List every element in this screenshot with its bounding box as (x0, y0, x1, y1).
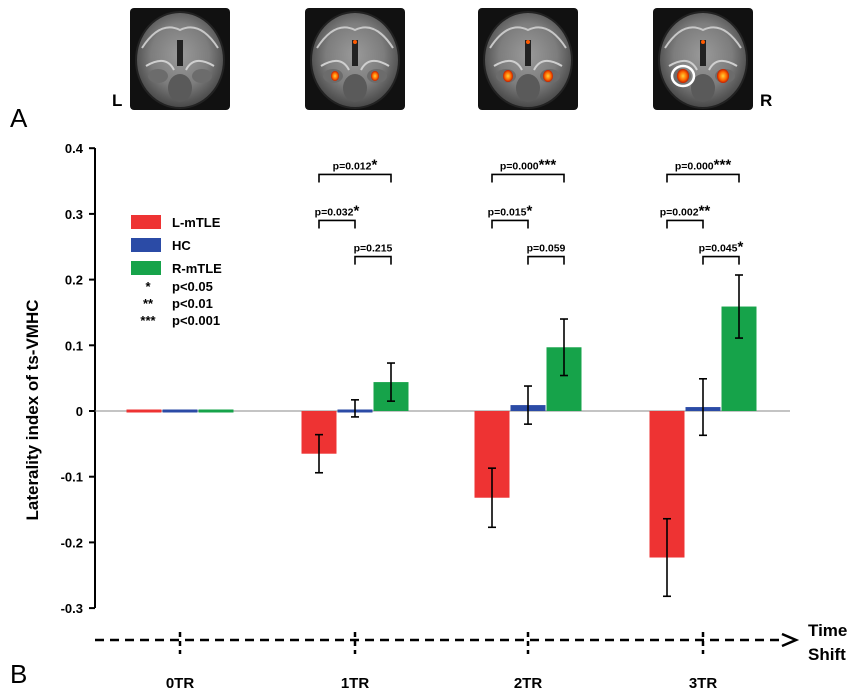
bar-chart: -0.3 -0.2 -0.1 0 0.1 0.2 0.3 0.4 p=0.012* p=0.03… (61, 141, 800, 692)
legend-label: L-mTLE (172, 215, 221, 230)
brain-left-label: L (112, 91, 122, 110)
y-axis: -0.3 -0.2 -0.1 0 0.1 0.2 0.3 0.4 (61, 141, 96, 616)
error-bar (735, 274, 743, 339)
x-axis-title-line2: Shift (808, 645, 846, 664)
brain-slice-2 (478, 8, 578, 110)
significance-bracket: p=0.059 (527, 243, 566, 265)
error-bar (488, 467, 496, 529)
significance-bracket: p=0.032* (315, 202, 360, 229)
legend-swatch (131, 238, 161, 252)
y-tick-label: 0.3 (65, 207, 83, 222)
y-axis-title: Laterality index of ts-VMHC (23, 299, 42, 520)
legend-swatch (131, 215, 161, 229)
legend-item-l-mtle: L-mTLE (131, 215, 221, 230)
significance-threshold: p<0.05 (172, 279, 213, 294)
p-value-label: p=0.000*** (675, 156, 732, 173)
p-value-label: p=0.215 (354, 243, 393, 255)
significance-legend-item: * p<0.05 (145, 279, 212, 294)
x-tick-label: 1TR (341, 675, 370, 692)
significance-annotations: p=0.012* p=0.032* p=0.215 p=0.000*** p=0.015… (315, 156, 744, 265)
y-tick-label: 0 (76, 404, 83, 419)
significance-bracket: p=0.215 (354, 243, 393, 265)
y-tick-label: 0.2 (65, 273, 83, 288)
brain-slice-1 (305, 8, 405, 110)
significance-bracket: p=0.012* (318, 156, 392, 183)
error-bar (524, 385, 532, 425)
legend-label: R-mTLE (172, 261, 222, 276)
brain-slice-3 (653, 8, 753, 110)
brain-right-label: R (760, 91, 772, 110)
y-tick-label: -0.2 (61, 535, 83, 550)
bars-group (126, 306, 757, 558)
significance-legend-item: ** p<0.01 (143, 296, 213, 311)
significance-threshold: p<0.001 (172, 313, 220, 328)
error-bars-group (315, 274, 743, 598)
bar-r-mtle-0tr (198, 409, 234, 413)
x-axis-arrow (781, 632, 800, 648)
significance-threshold: p<0.01 (172, 296, 213, 311)
significance-bracket: p=0.015* (488, 202, 533, 229)
p-value-label: p=0.045* (699, 239, 744, 256)
highlight-circle (670, 64, 696, 88)
brain-slices-row (130, 8, 753, 110)
significance-stars: *** (140, 313, 156, 328)
significance-legend-item: *** p<0.001 (140, 313, 220, 328)
significance-bracket: p=0.000*** (491, 156, 565, 183)
legend-swatch (131, 261, 161, 275)
error-bar (699, 378, 707, 437)
error-bar (351, 399, 359, 418)
error-bar (315, 433, 323, 474)
p-value-label: p=0.032* (315, 202, 360, 219)
error-bar (663, 517, 671, 598)
x-axis-title-line1: Time (808, 621, 847, 640)
error-bar (387, 362, 395, 402)
p-value-label: p=0.002** (660, 202, 711, 219)
significance-bracket: p=0.045* (699, 239, 744, 265)
panel-label-b: B (10, 659, 27, 689)
p-value-label: p=0.012* (333, 156, 378, 173)
p-value-label: p=0.059 (527, 243, 566, 255)
y-tick-label: -0.3 (61, 601, 83, 616)
x-axis: 0TR 1TR 2TR 3TR (95, 632, 800, 692)
legend-item-hc: HC (131, 238, 191, 253)
error-bar (560, 318, 568, 377)
p-value-label: p=0.000*** (500, 156, 557, 173)
significance-bracket: p=0.002** (660, 202, 711, 229)
significance-stars: * (145, 279, 151, 294)
x-tick-label: 2TR (514, 675, 543, 692)
bar-l-mtle-0tr (126, 409, 162, 413)
y-tick-label: 0.4 (65, 141, 84, 156)
brain-slice-0 (130, 8, 230, 110)
legend-label: HC (172, 238, 191, 253)
y-tick-label: 0.1 (65, 338, 83, 353)
panel-label-a: A (10, 103, 28, 133)
bar-hc-0tr (162, 409, 198, 413)
legend: L-mTLE HC R-mTLE * p<0.05 ** p<0.01 *** p<0.001 (131, 215, 222, 328)
y-tick-label: -0.1 (61, 470, 83, 485)
significance-bracket: p=0.000*** (666, 156, 740, 183)
significance-stars: ** (143, 296, 154, 311)
legend-item-r-mtle: R-mTLE (131, 261, 222, 276)
p-value-label: p=0.015* (488, 202, 533, 219)
x-tick-label: 0TR (166, 675, 195, 692)
x-tick-label: 3TR (689, 675, 718, 692)
